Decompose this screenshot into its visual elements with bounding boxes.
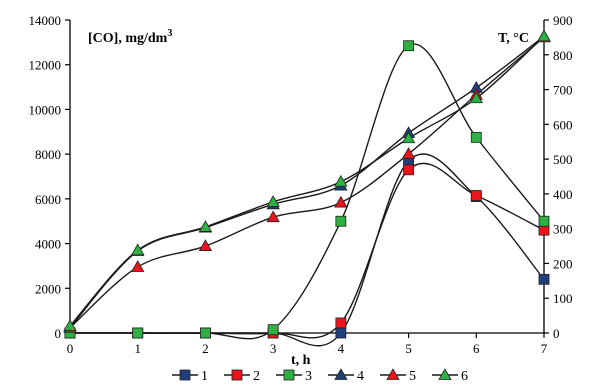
series-2-point xyxy=(470,190,482,201)
y-left-tick-label: 14000 xyxy=(29,13,62,28)
x-tick-label: 4 xyxy=(338,341,345,356)
x-tick-label: 3 xyxy=(270,341,277,356)
x-tick-label: 1 xyxy=(134,341,141,356)
legend-item-5: 5 xyxy=(380,368,416,384)
legend-label: 5 xyxy=(409,369,416,384)
y-right-tick-label: 500 xyxy=(553,152,573,167)
y-left-tick-label: 4000 xyxy=(35,237,61,252)
series-6-point xyxy=(469,91,483,104)
series-6-line xyxy=(69,35,545,327)
legend-label: 6 xyxy=(461,369,468,384)
series-2-point xyxy=(403,164,414,176)
series-5-line xyxy=(69,36,545,329)
series-6-markers xyxy=(63,29,551,331)
y-left-tick-label: 2000 xyxy=(35,281,61,296)
y-axis-left-title-text: [CO], mg/dm xyxy=(88,31,168,46)
y-left-tick-label: 8000 xyxy=(35,147,61,162)
legend-marker xyxy=(438,368,452,380)
series-6-point xyxy=(198,220,213,232)
series-6 xyxy=(69,35,545,327)
series-3-point xyxy=(538,215,550,227)
series-5 xyxy=(69,36,545,329)
series-5-point xyxy=(401,147,416,159)
y-right-tick-label: 900 xyxy=(553,13,573,28)
legend-marker xyxy=(334,368,348,380)
series-6-point xyxy=(63,319,77,331)
series-1-point xyxy=(538,273,550,285)
series-3 xyxy=(69,43,545,340)
y-left-tick-label: 6000 xyxy=(35,192,61,207)
x-tick-label: 6 xyxy=(473,341,480,356)
x-tick-label: 7 xyxy=(541,341,548,356)
legend-marker xyxy=(231,369,243,381)
series-4-line xyxy=(69,35,545,329)
y-left-tick-label: 10000 xyxy=(29,102,62,117)
legend-item-2: 2 xyxy=(224,369,260,384)
series-5-point xyxy=(266,210,280,223)
series-3-markers xyxy=(64,40,550,339)
series-3-point xyxy=(403,40,414,52)
legend: 1 2 3 4 5 6 xyxy=(172,368,468,384)
series-3-point xyxy=(267,324,279,336)
legend-label: 2 xyxy=(253,369,260,384)
series-6-point xyxy=(266,195,280,207)
y-right-tick-label: 100 xyxy=(553,291,573,306)
ticks-layer: 0 1 2 3 4 5 6 702000400060008000100001200014000… xyxy=(29,13,573,356)
series-3-point xyxy=(132,327,144,339)
y-right-tick-label: 800 xyxy=(553,48,573,63)
legend-label: 1 xyxy=(201,369,208,384)
legend-label: 3 xyxy=(305,369,312,384)
series-5-point xyxy=(131,260,145,272)
series-6-point xyxy=(401,131,416,144)
series-1-point xyxy=(335,327,347,339)
y-right-tick-label: 200 xyxy=(553,256,573,271)
x-tick-label: 5 xyxy=(405,341,412,356)
y-right-tick-label: 700 xyxy=(553,83,573,98)
series-2-point xyxy=(335,317,347,329)
series-4 xyxy=(69,35,545,329)
legend-item-6: 6 xyxy=(432,368,468,384)
x-tick-label: 2 xyxy=(202,341,209,356)
y-axis-left-title-sup: 3 xyxy=(167,28,172,39)
y-right-tick-label: 0 xyxy=(553,326,560,341)
series-2-point xyxy=(538,224,550,236)
y-axis-left-title: [CO], mg/dm3 xyxy=(88,28,172,46)
legend-label: 4 xyxy=(357,369,364,384)
series-6-point xyxy=(537,29,551,42)
series-5-point xyxy=(198,239,213,251)
x-tick-label: 0 xyxy=(67,341,74,356)
y-left-tick-label: 0 xyxy=(55,326,62,341)
y-right-tick-label: 600 xyxy=(553,117,573,132)
legend-marker xyxy=(283,369,295,381)
y-right-tick-label: 400 xyxy=(553,187,573,202)
legend-item-3: 3 xyxy=(276,369,312,384)
legend-item-1: 1 xyxy=(172,369,208,384)
legend-marker xyxy=(386,368,400,380)
y-left-tick-label: 12000 xyxy=(29,58,62,73)
y-right-tick-label: 300 xyxy=(553,222,573,237)
series-5-point xyxy=(334,195,348,208)
legend-item-4: 4 xyxy=(328,368,364,384)
series-3-point xyxy=(335,215,347,227)
series-6-point xyxy=(334,174,348,187)
labels-layer: [CO], mg/dm3 T, °C t, h xyxy=(88,28,529,368)
series-layer xyxy=(63,29,551,347)
y-axis-right-title: T, °C xyxy=(498,31,529,46)
series-3-point xyxy=(470,131,482,143)
legend-marker xyxy=(179,369,191,381)
series-6-point xyxy=(131,243,145,256)
series-3-point xyxy=(200,327,211,339)
x-axis-title: t, h xyxy=(291,353,311,368)
series-3-line xyxy=(69,43,545,340)
